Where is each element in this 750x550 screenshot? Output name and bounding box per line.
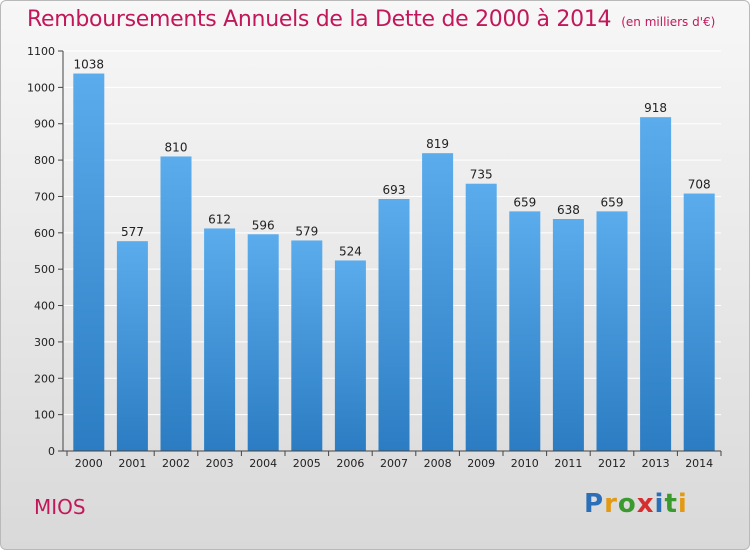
data-label-2008: 819 bbox=[426, 137, 449, 151]
logo-letter: P bbox=[584, 489, 605, 519]
data-label-2010: 659 bbox=[513, 195, 536, 209]
y-tick-label: 1000 bbox=[27, 81, 55, 94]
y-tick-label: 500 bbox=[34, 263, 55, 276]
x-tick-label: 2008 bbox=[424, 457, 452, 470]
x-tick-label: 2000 bbox=[75, 457, 103, 470]
bar-2009 bbox=[465, 183, 497, 451]
y-tick-label: 900 bbox=[34, 118, 55, 131]
logo-letter: t bbox=[664, 489, 678, 519]
bar-2007 bbox=[378, 199, 410, 451]
data-label-2001: 577 bbox=[121, 225, 144, 239]
data-label-2004: 596 bbox=[252, 218, 275, 232]
bar-2013 bbox=[640, 117, 672, 451]
data-label-2013: 918 bbox=[644, 101, 667, 115]
y-tick-label: 400 bbox=[34, 300, 55, 313]
bar-2006 bbox=[334, 260, 366, 451]
data-label-2000: 1038 bbox=[74, 58, 105, 72]
y-tick-label: 0 bbox=[48, 445, 55, 458]
data-label-2005: 579 bbox=[295, 224, 318, 238]
x-tick-label: 2011 bbox=[554, 457, 582, 470]
bar-2005 bbox=[291, 240, 323, 451]
bar-2003 bbox=[204, 228, 236, 451]
x-tick-label: 2006 bbox=[336, 457, 364, 470]
logo-letter: r bbox=[604, 489, 618, 519]
commune-name: MIOS bbox=[34, 495, 86, 519]
data-label-2007: 693 bbox=[383, 183, 406, 197]
bar-2010 bbox=[509, 211, 541, 451]
bar-2012 bbox=[596, 211, 628, 451]
y-tick-label: 200 bbox=[34, 372, 55, 385]
data-label-2002: 810 bbox=[165, 140, 188, 154]
x-tick-label: 2004 bbox=[249, 457, 277, 470]
y-tick-label: 300 bbox=[34, 336, 55, 349]
title-text: Remboursements Annuels de la Dette de 20… bbox=[27, 7, 612, 32]
y-tick-label: 100 bbox=[34, 409, 55, 422]
chart-title: Remboursements Annuels de la Dette de 20… bbox=[27, 7, 715, 32]
x-tick-label: 2013 bbox=[642, 457, 670, 470]
x-tick-label: 2012 bbox=[598, 457, 626, 470]
data-label-2003: 612 bbox=[208, 212, 231, 226]
bar-2014 bbox=[683, 193, 715, 451]
x-axis-ticks: 2000 2001 2002 2003 2004 2005 2006 2007 2008 2009… bbox=[66, 451, 722, 470]
bar-2002 bbox=[160, 156, 192, 452]
bar-2011 bbox=[552, 219, 584, 451]
x-tick-label: 2007 bbox=[380, 457, 408, 470]
logo-letter: i bbox=[654, 489, 665, 519]
x-tick-label: 2009 bbox=[467, 457, 495, 470]
logo-letter: x bbox=[636, 489, 655, 519]
x-tick-label: 2002 bbox=[162, 457, 190, 470]
proxiti-logo: Proxiti bbox=[584, 489, 688, 519]
chart-subtitle: (en milliers d'€) bbox=[621, 15, 716, 29]
x-tick-label: 2003 bbox=[206, 457, 234, 470]
y-tick-label: 1100 bbox=[27, 45, 55, 58]
y-tick-label: 700 bbox=[34, 190, 55, 203]
y-axis-ticks: 0 100 200 300 400 500 600 700 800 900 1000 1100 bbox=[27, 45, 63, 458]
x-tick-label: 2001 bbox=[118, 457, 146, 470]
x-tick-label: 2014 bbox=[685, 457, 713, 470]
data-label-2012: 659 bbox=[601, 195, 624, 209]
data-label-2006: 524 bbox=[339, 244, 362, 258]
data-label-2009: 735 bbox=[470, 168, 493, 182]
bar-2008 bbox=[422, 153, 454, 451]
logo-letter: i bbox=[677, 489, 688, 519]
y-tick-label: 800 bbox=[34, 154, 55, 167]
bar-2001 bbox=[116, 241, 148, 451]
bar-2004 bbox=[247, 234, 279, 451]
logo-letter: o bbox=[617, 489, 637, 519]
x-tick-label: 2010 bbox=[511, 457, 539, 470]
bar-2000 bbox=[73, 73, 105, 451]
bars: 1038 577 810 612 596 579 524 693 819 735 659 638 659… bbox=[73, 58, 715, 452]
y-tick-label: 600 bbox=[34, 227, 55, 240]
x-tick-label: 2005 bbox=[293, 457, 321, 470]
data-label-2014: 708 bbox=[688, 178, 711, 192]
data-label-2011: 638 bbox=[557, 203, 580, 217]
